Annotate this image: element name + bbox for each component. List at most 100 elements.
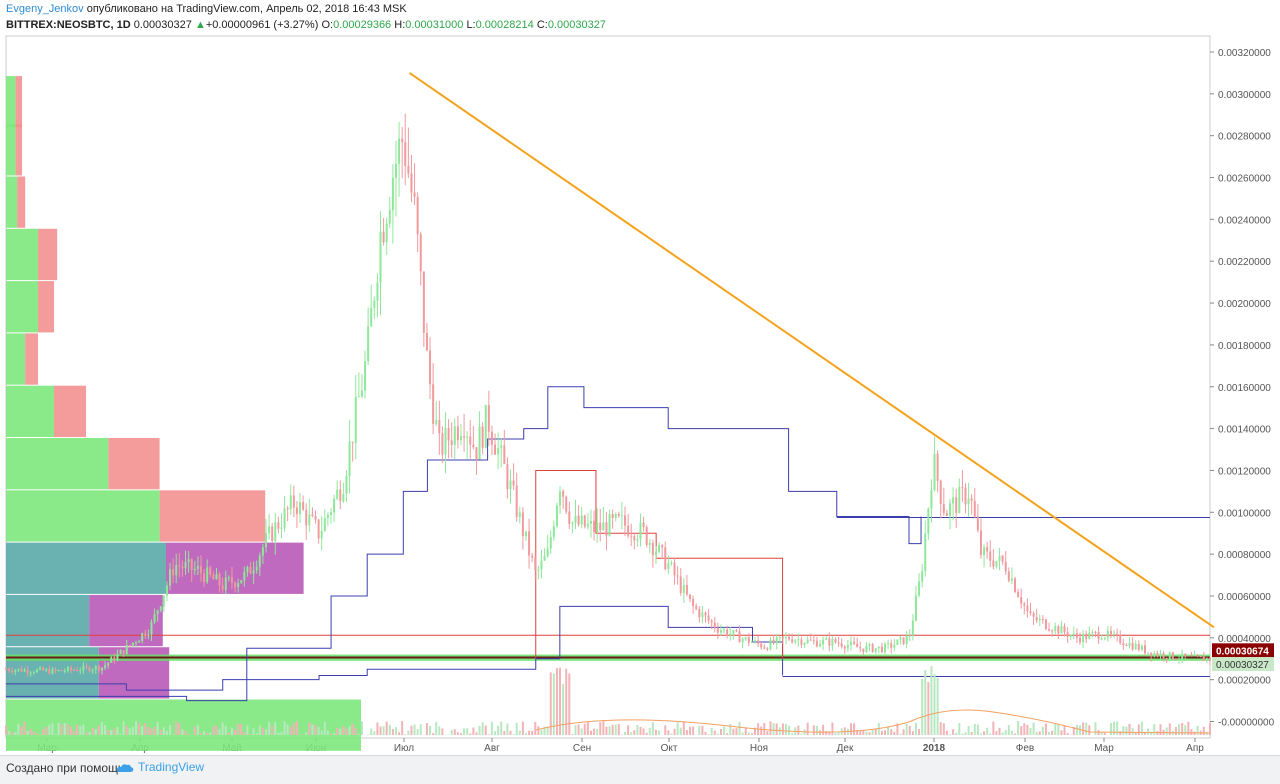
- candle-body: [930, 490, 932, 509]
- y-tick-label: 0.00260000: [1218, 174, 1271, 185]
- candle-body: [887, 643, 889, 644]
- volume-bar: [590, 731, 592, 735]
- volume-profile-down: [38, 229, 57, 280]
- volume-bar: [995, 731, 997, 735]
- volume-bar: [1042, 727, 1044, 735]
- volume-bar: [293, 722, 295, 735]
- candle-body: [655, 552, 657, 556]
- candle-body: [810, 640, 812, 641]
- candle-body: [757, 640, 759, 643]
- candle-body: [760, 644, 762, 648]
- candle-body: [1129, 643, 1131, 646]
- candle-body: [618, 514, 620, 516]
- candle-body: [844, 647, 846, 649]
- candle-body: [881, 647, 883, 653]
- candle-body: [79, 670, 81, 671]
- candle-body: [17, 669, 19, 670]
- candle-body: [336, 489, 338, 498]
- candle-body: [404, 142, 406, 166]
- volume-bar: [61, 724, 63, 735]
- candle-body: [290, 495, 292, 509]
- y-tick-label: 0.00300000: [1218, 90, 1271, 101]
- volume-profile-up: [6, 176, 17, 227]
- candle-body: [420, 234, 422, 271]
- volume-bar: [865, 732, 867, 735]
- volume-bar: [287, 725, 289, 735]
- volume-bar: [562, 684, 564, 735]
- volume-bar: [686, 730, 688, 735]
- volume-bar: [58, 723, 60, 735]
- volume-bar: [726, 733, 728, 735]
- volume-bar: [958, 723, 960, 735]
- volume-bar: [482, 722, 484, 735]
- volume-bar: [639, 727, 641, 735]
- candle-body: [596, 523, 598, 532]
- volume-bar: [265, 729, 267, 735]
- candle-body: [977, 517, 979, 531]
- volume-bar: [367, 734, 369, 735]
- volume-bar: [605, 727, 607, 735]
- candle-body: [556, 505, 558, 526]
- volume-bar: [872, 730, 874, 735]
- candle-body: [463, 436, 465, 437]
- volume-bar: [222, 722, 224, 735]
- volume-bar: [525, 733, 527, 735]
- candle-body: [584, 516, 586, 527]
- volume-bar: [807, 723, 809, 735]
- volume-bar: [219, 729, 221, 735]
- candle-body: [299, 502, 301, 514]
- volume-bar: [528, 731, 530, 735]
- volume-bar: [497, 726, 499, 735]
- candle-body: [794, 640, 796, 642]
- candle-body: [98, 666, 100, 670]
- candle-body: [293, 495, 295, 507]
- volume-bar: [1122, 726, 1124, 735]
- volume-bar: [1085, 723, 1087, 735]
- tradingview-link[interactable]: TradingView: [116, 760, 204, 774]
- candle-body: [1147, 653, 1149, 654]
- price-chart[interactable]: 0.003200000.003000000.002800000.00260000…: [0, 0, 1280, 755]
- candle-body: [729, 634, 731, 636]
- volume-bar: [850, 723, 852, 735]
- candle-body: [516, 485, 518, 517]
- volume-bar: [55, 734, 57, 735]
- volume-bar: [1175, 727, 1177, 735]
- candle-body: [1138, 644, 1140, 650]
- candle-body: [494, 445, 496, 455]
- volume-bar: [964, 732, 966, 735]
- volume-bar: [376, 723, 378, 735]
- candle-body: [1005, 562, 1007, 572]
- candle-body: [531, 556, 533, 558]
- footer: Создано при помощи TradingView: [0, 755, 1280, 784]
- candle-body: [36, 669, 38, 672]
- candle-body: [636, 539, 638, 540]
- volume-bar: [280, 732, 282, 735]
- volume-bar: [1054, 723, 1056, 735]
- candle-body: [209, 567, 211, 574]
- candle-body: [104, 665, 106, 667]
- x-tick-label: Сен: [573, 743, 591, 754]
- volume-bar: [138, 723, 140, 735]
- volume-bar: [859, 731, 861, 735]
- candle-body: [1098, 632, 1100, 639]
- candle-body: [986, 547, 988, 551]
- volume-bar: [253, 728, 255, 735]
- candle-body: [150, 622, 152, 635]
- candle-body: [534, 558, 536, 570]
- candle-body: [754, 640, 756, 642]
- candle-body: [107, 663, 109, 665]
- volume-bar: [438, 726, 440, 735]
- candle-body: [1181, 654, 1183, 659]
- candle-body: [268, 526, 270, 533]
- candle-body: [1036, 617, 1038, 621]
- candle-body: [562, 491, 564, 497]
- candle-body: [1163, 653, 1165, 658]
- candle-body: [166, 585, 168, 595]
- candle-body: [890, 643, 892, 648]
- x-tick-label: 2018: [923, 743, 946, 754]
- candle-body: [872, 644, 874, 652]
- candle-body: [389, 210, 391, 223]
- volume-bar: [664, 725, 666, 735]
- candle-body: [664, 547, 666, 569]
- volume-bar: [1011, 731, 1013, 735]
